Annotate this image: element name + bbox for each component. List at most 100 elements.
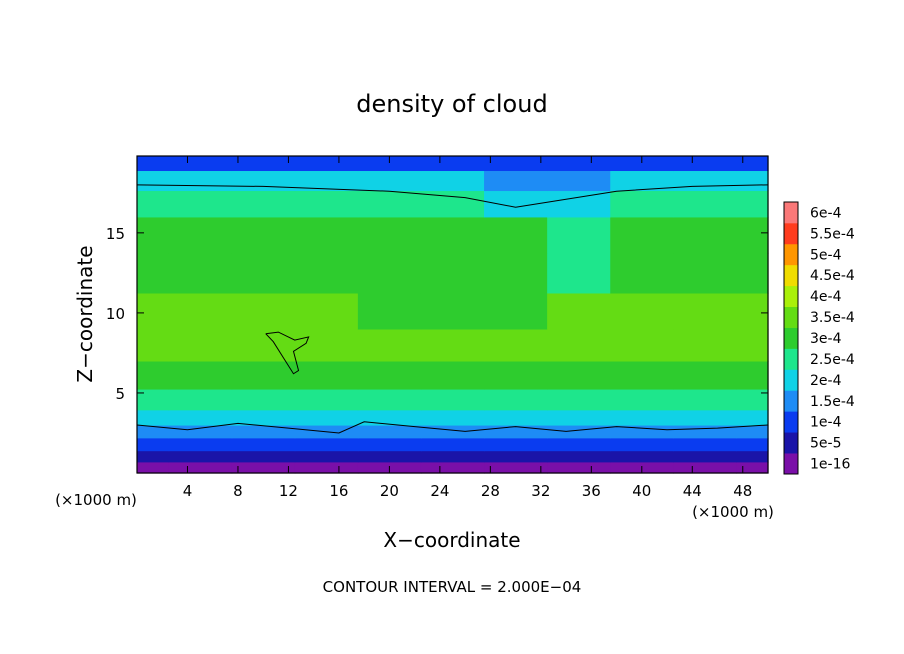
field-cell	[420, 252, 485, 294]
field-cell	[484, 360, 548, 390]
y-axis: 5 10 15	[106, 225, 768, 403]
field-cell	[420, 328, 485, 362]
field-cell	[231, 424, 296, 439]
field-cell	[231, 190, 296, 218]
field-cell	[168, 450, 233, 463]
field-cell	[736, 156, 769, 172]
field-cell	[673, 156, 738, 172]
field-cell	[294, 409, 359, 426]
field-cell	[231, 461, 296, 474]
field-cell	[547, 437, 611, 452]
field-cell	[547, 216, 611, 254]
field-cell	[168, 437, 233, 452]
field-cell	[294, 190, 359, 218]
colorbar-label: 5e-5	[810, 436, 841, 452]
field-cell	[357, 170, 422, 192]
colorbar-label: 5e-4	[810, 247, 842, 263]
x-tick-label: 12	[279, 482, 298, 500]
field-cell	[484, 450, 548, 463]
field-cell	[357, 328, 422, 362]
colorbar-swatch	[784, 432, 798, 454]
colorbar-label: 3e-4	[810, 331, 842, 347]
x-axis-label: X−coordinate	[383, 528, 520, 552]
field-cell	[294, 252, 359, 294]
field-cell	[547, 252, 611, 294]
field-cell	[610, 409, 674, 426]
field-cell	[673, 252, 738, 294]
field-cell	[137, 216, 170, 254]
field-cell	[547, 190, 611, 218]
field-cell	[484, 409, 548, 426]
field-cell	[168, 461, 233, 474]
field-cell	[231, 450, 296, 463]
field-cell	[231, 216, 296, 254]
field-cell	[484, 292, 548, 330]
field-cell	[137, 424, 170, 439]
y-tick-label: 10	[106, 305, 125, 323]
field-cell	[673, 360, 738, 390]
field-cell	[547, 328, 611, 362]
field-cell	[294, 461, 359, 474]
field-cell	[673, 328, 738, 362]
field-cell	[736, 409, 769, 426]
x-axis: 4 8 12 16 20 24 28 32 36 40 44 48	[183, 156, 752, 500]
field-cell	[736, 437, 769, 452]
field-cell	[420, 156, 485, 172]
field-cell	[673, 170, 738, 192]
colorbar-label: 3.5e-4	[810, 310, 855, 326]
colorbar-label: 1.5e-4	[810, 394, 855, 410]
field-cell	[673, 424, 738, 439]
field-cell	[610, 216, 674, 254]
field-cell	[137, 252, 170, 294]
x-tick-label: 20	[380, 482, 399, 500]
field-cell	[673, 461, 738, 474]
colorbar: 1e-16 5e-5 1e-4 1.5e-4 2e-4 2.5e-4 3e-4 3.5e-4 4…	[783, 201, 855, 475]
field-cell	[294, 170, 359, 192]
x-tick-label: 36	[582, 482, 601, 500]
field-cell	[420, 216, 485, 254]
field-cell	[137, 170, 170, 192]
colorbar-swatch	[784, 390, 798, 412]
y-tick-label: 15	[106, 225, 125, 243]
field-cell	[547, 461, 611, 474]
field-cell	[610, 156, 674, 172]
field-cell	[137, 156, 170, 172]
colorbar-swatch	[784, 285, 798, 308]
field-cell	[547, 360, 611, 390]
field-cell	[673, 190, 738, 218]
x-tick-label: 8	[233, 482, 243, 500]
field-cell	[484, 156, 548, 172]
field-cell	[673, 216, 738, 254]
field-cell	[137, 190, 170, 218]
field-cell	[168, 328, 233, 362]
field-cell	[231, 437, 296, 452]
field-cell	[673, 292, 738, 330]
field-cell	[610, 360, 674, 390]
field-cell	[137, 328, 170, 362]
field-cell	[420, 360, 485, 390]
field-cell	[357, 216, 422, 254]
field-cell	[547, 409, 611, 426]
field-cell	[547, 292, 611, 330]
field-cell	[547, 424, 611, 439]
colorbar-swatch	[784, 222, 798, 245]
field-cell	[420, 461, 485, 474]
x-unit-label-left: (×1000 m)	[55, 491, 137, 509]
field-cell	[357, 292, 422, 330]
field-cell	[294, 292, 359, 330]
field-cell	[610, 190, 674, 218]
field-cell	[294, 216, 359, 254]
field-cell	[294, 388, 359, 411]
field-cell	[673, 388, 738, 411]
field-cell	[610, 292, 674, 330]
colorbar-label: 6e-4	[810, 205, 842, 221]
field-cell	[168, 170, 233, 192]
field-cell	[736, 328, 769, 362]
field-cell	[231, 292, 296, 330]
field-cell	[231, 170, 296, 192]
field-cell	[357, 424, 422, 439]
field-cell	[610, 450, 674, 463]
colorbar-label: 4.5e-4	[810, 268, 855, 284]
field-cell	[736, 190, 769, 218]
